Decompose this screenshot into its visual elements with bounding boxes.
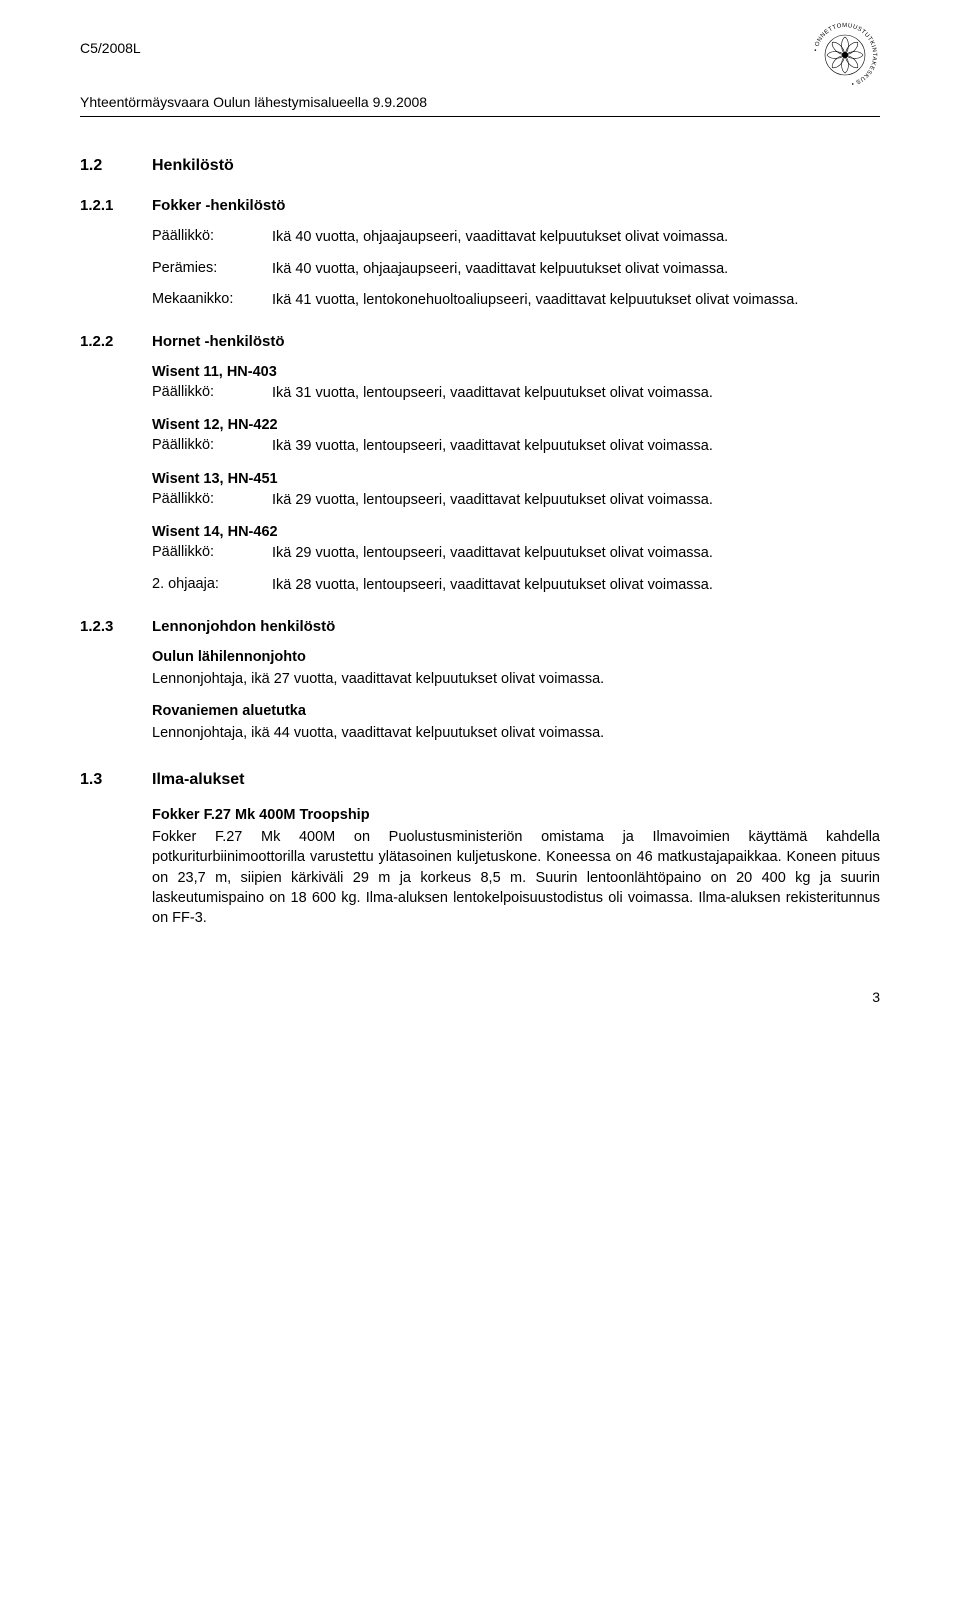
agency-logo-icon: • ONNETTOMUUSTUTKINTAKESKUS • <box>810 20 880 90</box>
document-subtitle: Yhteentörmäysvaara Oulun lähestymisaluee… <box>80 94 880 110</box>
role-text: Ikä 28 vuotta, lentoupseeri, vaadittavat… <box>272 576 713 596</box>
role-row: Päällikkö: Ikä 39 vuotta, lentoupseeri, … <box>152 437 880 457</box>
document-id: C5/2008L <box>80 40 141 56</box>
role-row: Päällikkö: Ikä 29 vuotta, lentoupseeri, … <box>152 544 880 564</box>
role-label: Perämies: <box>152 260 272 280</box>
section-title: Fokker -henkilöstö <box>152 197 285 214</box>
header-rule: Yhteentörmäysvaara Oulun lähestymisaluee… <box>80 94 880 117</box>
section-heading-1-2-3: 1.2.3 Lennonjohdon henkilöstö <box>80 618 880 635</box>
role-text: Ikä 41 vuotta, lentokonehuoltoaliupseeri… <box>272 291 798 311</box>
section-number: 1.3 <box>80 771 152 789</box>
role-text: Ikä 31 vuotta, lentoupseeri, vaadittavat… <box>272 384 713 404</box>
atc-group-title: Rovaniemen aluetutka <box>152 703 880 719</box>
section-number: 1.2.1 <box>80 197 152 214</box>
document-page: C5/2008L • ONNETTOMUUSTUTKINTAKESKUS • <box>0 0 960 1045</box>
role-label: Päällikkö: <box>152 384 272 404</box>
section-title: Ilma-alukset <box>152 771 244 789</box>
role-row: Mekaanikko: Ikä 41 vuotta, lentokonehuol… <box>152 291 880 311</box>
aircraft-description: Fokker F.27 Mk 400M on Puolustusminister… <box>152 827 880 928</box>
wisent-title: Wisent 14, HN-462 <box>152 524 880 540</box>
section-number: 1.2 <box>80 157 152 175</box>
role-row: Päällikkö: Ikä 31 vuotta, lentoupseeri, … <box>152 384 880 404</box>
section-title: Hornet -henkilöstö <box>152 333 285 350</box>
section-heading-1-2-1: 1.2.1 Fokker -henkilöstö <box>80 197 880 214</box>
section-heading-1-2-2: 1.2.2 Hornet -henkilöstö <box>80 333 880 350</box>
atc-group-text: Lennonjohtaja, ikä 44 vuotta, vaadittava… <box>152 723 880 743</box>
aircraft-block: Fokker F.27 Mk 400M Troopship Fokker F.2… <box>152 807 880 928</box>
wisent-title: Wisent 11, HN-403 <box>152 364 880 380</box>
role-text: Ikä 40 vuotta, ohjaajaupseeri, vaadittav… <box>272 260 728 280</box>
section-heading-1-2: 1.2 Henkilöstö <box>80 157 880 175</box>
wisent-title: Wisent 12, HN-422 <box>152 417 880 433</box>
section-number: 1.2.2 <box>80 333 152 350</box>
fokker-roles: Päällikkö: Ikä 40 vuotta, ohjaajaupseeri… <box>152 228 880 311</box>
role-row: Päällikkö: Ikä 40 vuotta, ohjaajaupseeri… <box>152 228 880 248</box>
role-row: Perämies: Ikä 40 vuotta, ohjaajaupseeri,… <box>152 260 880 280</box>
role-label: 2. ohjaaja: <box>152 576 272 596</box>
page-header: C5/2008L • ONNETTOMUUSTUTKINTAKESKUS • <box>80 40 880 90</box>
section-number: 1.2.3 <box>80 618 152 635</box>
role-row: 2. ohjaaja: Ikä 28 vuotta, lentoupseeri,… <box>152 576 880 596</box>
role-label: Päällikkö: <box>152 228 272 248</box>
atc-group-text: Lennonjohtaja, ikä 27 vuotta, vaadittava… <box>152 669 880 689</box>
role-text: Ikä 40 vuotta, ohjaajaupseeri, vaadittav… <box>272 228 728 248</box>
atc-group-title: Oulun lähilennonjohto <box>152 649 880 665</box>
page-number: 3 <box>80 989 880 1005</box>
role-label: Päällikkö: <box>152 544 272 564</box>
atc-roles: Oulun lähilennonjohto Lennonjohtaja, ikä… <box>152 649 880 744</box>
role-row: Päällikkö: Ikä 29 vuotta, lentoupseeri, … <box>152 491 880 511</box>
section-title: Lennonjohdon henkilöstö <box>152 618 335 635</box>
wisent-title: Wisent 13, HN-451 <box>152 471 880 487</box>
role-text: Ikä 39 vuotta, lentoupseeri, vaadittavat… <box>272 437 713 457</box>
role-text: Ikä 29 vuotta, lentoupseeri, vaadittavat… <box>272 491 713 511</box>
role-label: Päällikkö: <box>152 491 272 511</box>
role-text: Ikä 29 vuotta, lentoupseeri, vaadittavat… <box>272 544 713 564</box>
role-label: Päällikkö: <box>152 437 272 457</box>
aircraft-name: Fokker F.27 Mk 400M Troopship <box>152 807 880 823</box>
hornet-roles: Wisent 11, HN-403 Päällikkö: Ikä 31 vuot… <box>152 364 880 596</box>
section-heading-1-3: 1.3 Ilma-alukset <box>80 771 880 789</box>
section-title: Henkilöstö <box>152 157 234 175</box>
role-label: Mekaanikko: <box>152 291 272 311</box>
